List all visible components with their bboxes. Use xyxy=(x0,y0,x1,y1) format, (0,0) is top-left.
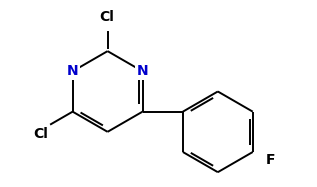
Text: F: F xyxy=(266,153,275,167)
Text: N: N xyxy=(67,64,78,78)
Text: Cl: Cl xyxy=(99,10,114,24)
Text: N: N xyxy=(137,64,148,78)
Text: Cl: Cl xyxy=(33,127,48,141)
